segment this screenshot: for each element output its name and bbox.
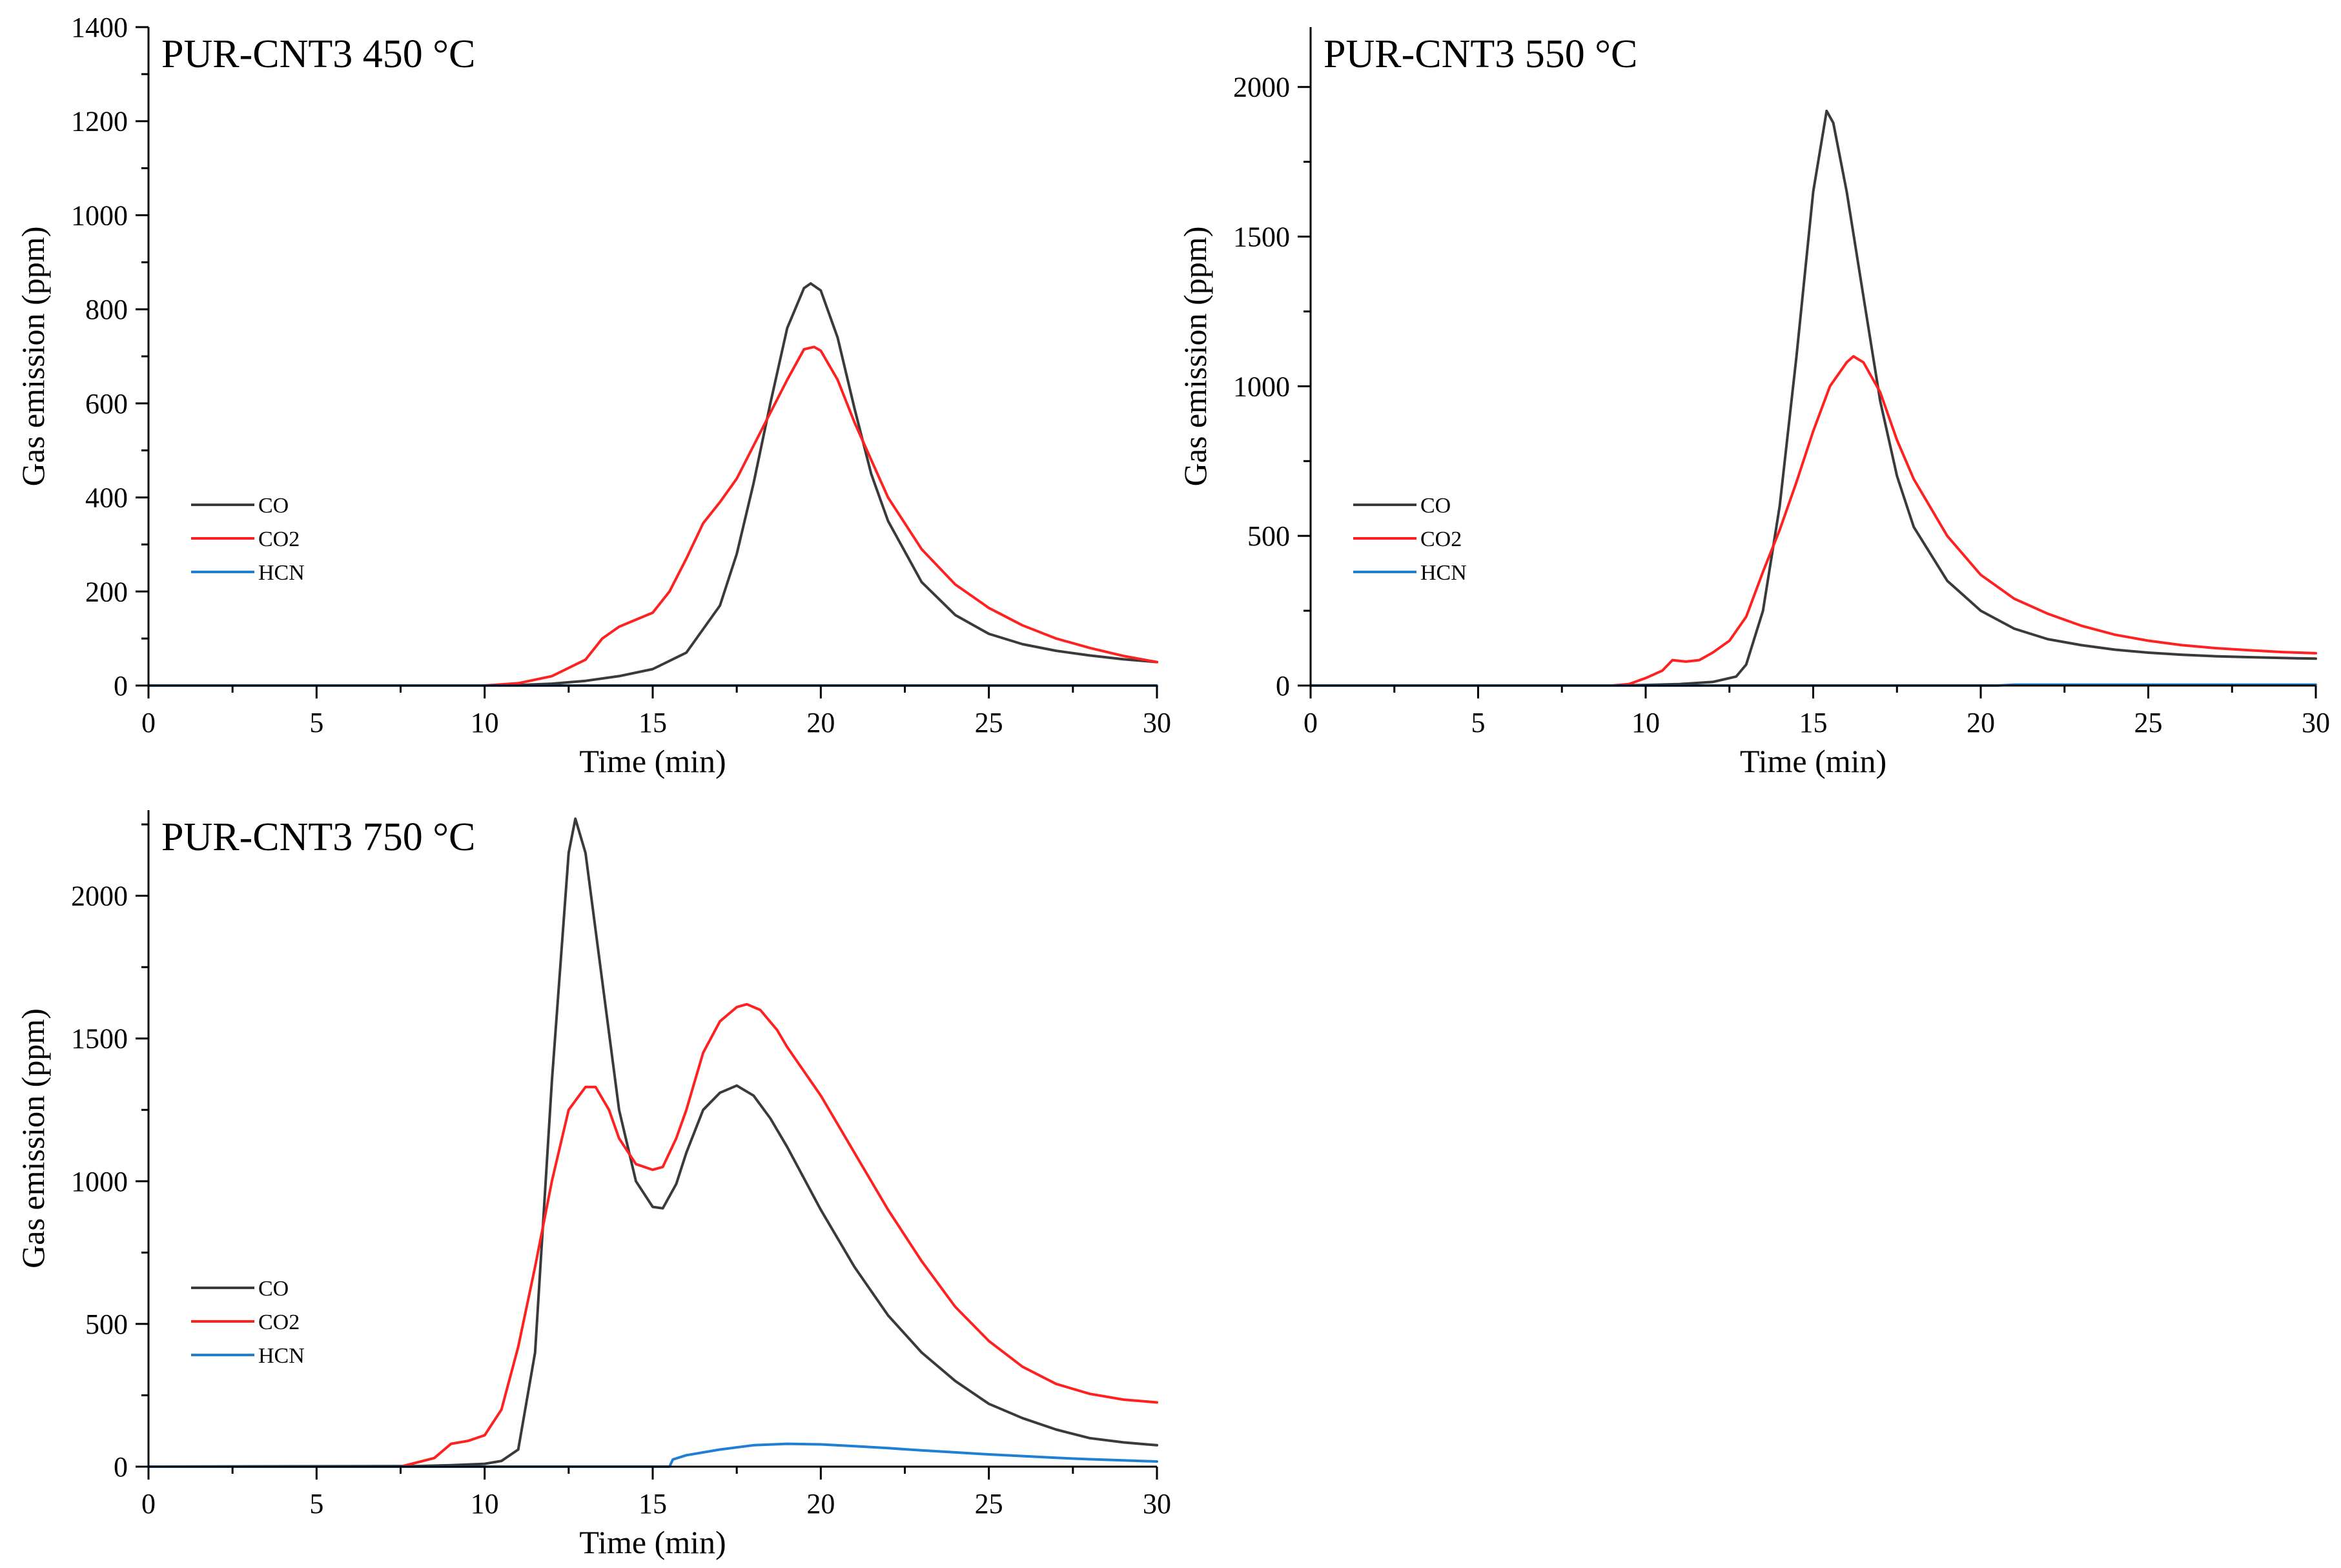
x-tick-label: 20 (806, 1488, 835, 1520)
legend-label-co: CO (258, 494, 289, 518)
series-line-co (147, 817, 1158, 1468)
x-tick-label: 10 (1631, 707, 1660, 738)
y-tick-label: 0 (114, 1451, 128, 1483)
y-tick-label: 600 (85, 388, 128, 420)
legend: CO CO2 HCN (191, 494, 305, 585)
x-tick-label: 0 (141, 707, 156, 738)
x-tick-label: 15 (639, 707, 667, 738)
y-axis-label: Gas emission (ppm) (1177, 227, 1213, 487)
series-line-co2 (147, 1003, 1158, 1468)
x-tick-label: 25 (975, 1488, 1003, 1520)
x-tick-label: 0 (1303, 707, 1318, 738)
legend: CO CO2 HCN (1353, 494, 1467, 585)
y-tick-label: 0 (1276, 670, 1290, 702)
chart-panel-550: 0 5 10 15 20 25 30 0 500 1000 1500 2000 PUR-CNT3 55… (1177, 27, 2330, 779)
x-tick-label: 30 (2302, 707, 2330, 738)
chart-title: PUR-CNT3 450 °C (161, 32, 475, 76)
legend-label-co2: CO2 (258, 1310, 300, 1334)
y-tick-label: 1400 (71, 12, 128, 43)
y-tick-label: 1200 (71, 106, 128, 137)
y-tick-label: 1500 (1233, 221, 1290, 253)
x-tick-label: 20 (1967, 707, 1995, 738)
legend-label-hcn: HCN (1420, 561, 1467, 585)
x-axis-label: Time (min) (579, 743, 726, 779)
legend-label-co: CO (1420, 494, 1451, 518)
chart-panel-450: 0 5 10 15 20 25 30 0 200 400 600 800 1000 1200 1400 PU… (15, 12, 1171, 779)
x-tick-label: 0 (141, 1488, 156, 1520)
y-axis-label: Gas emission (ppm) (15, 1008, 51, 1268)
series-line-co2 (147, 345, 1158, 687)
y-tick-label: 2000 (1233, 72, 1290, 103)
series-line-co (1309, 109, 2317, 687)
y-tick-label: 200 (85, 576, 128, 607)
chart-title: PUR-CNT3 550 °C (1324, 32, 1637, 76)
y-tick-label: 2000 (71, 881, 128, 912)
y-tick-label: 1000 (1233, 371, 1290, 402)
series-line-co (147, 282, 1158, 687)
x-tick-label: 10 (471, 707, 499, 738)
legend-label-hcn: HCN (258, 1344, 305, 1368)
x-axis-label: Time (min) (1740, 743, 1886, 779)
x-tick-label: 25 (2134, 707, 2163, 738)
y-tick-label: 0 (114, 670, 128, 702)
x-tick-label: 5 (1471, 707, 1486, 738)
x-tick-label: 5 (309, 707, 323, 738)
series-line-hcn (147, 1442, 1158, 1468)
y-tick-label: 500 (1247, 520, 1290, 552)
y-tick-label: 1000 (71, 1166, 128, 1197)
x-tick-label: 30 (1143, 1488, 1171, 1520)
x-axis-label: Time (min) (579, 1524, 726, 1560)
y-tick-label: 800 (85, 294, 128, 325)
legend-label-co2: CO2 (1420, 527, 1462, 551)
series-line-co2 (1309, 355, 2317, 687)
x-tick-label: 15 (639, 1488, 667, 1520)
x-tick-label: 15 (1799, 707, 1828, 738)
chart-panel-750: 0 5 10 15 20 25 30 0 500 1000 1500 2000 PUR-CNT3 75… (15, 810, 1171, 1560)
legend-label-co: CO (258, 1277, 289, 1301)
y-tick-label: 1500 (71, 1023, 128, 1055)
x-tick-label: 20 (806, 707, 835, 738)
y-axis-label: Gas emission (ppm) (15, 227, 51, 487)
chart-title: PUR-CNT3 750 °C (161, 815, 475, 859)
legend: CO CO2 HCN (191, 1277, 305, 1368)
y-tick-label: 500 (85, 1308, 128, 1340)
legend-label-co2: CO2 (258, 527, 300, 551)
legend-label-hcn: HCN (258, 561, 305, 585)
x-tick-label: 5 (309, 1488, 323, 1520)
y-tick-label: 400 (85, 482, 128, 514)
x-tick-label: 25 (975, 707, 1003, 738)
x-tick-label: 30 (1143, 707, 1171, 738)
y-tick-label: 1000 (71, 199, 128, 231)
x-tick-label: 10 (471, 1488, 499, 1520)
